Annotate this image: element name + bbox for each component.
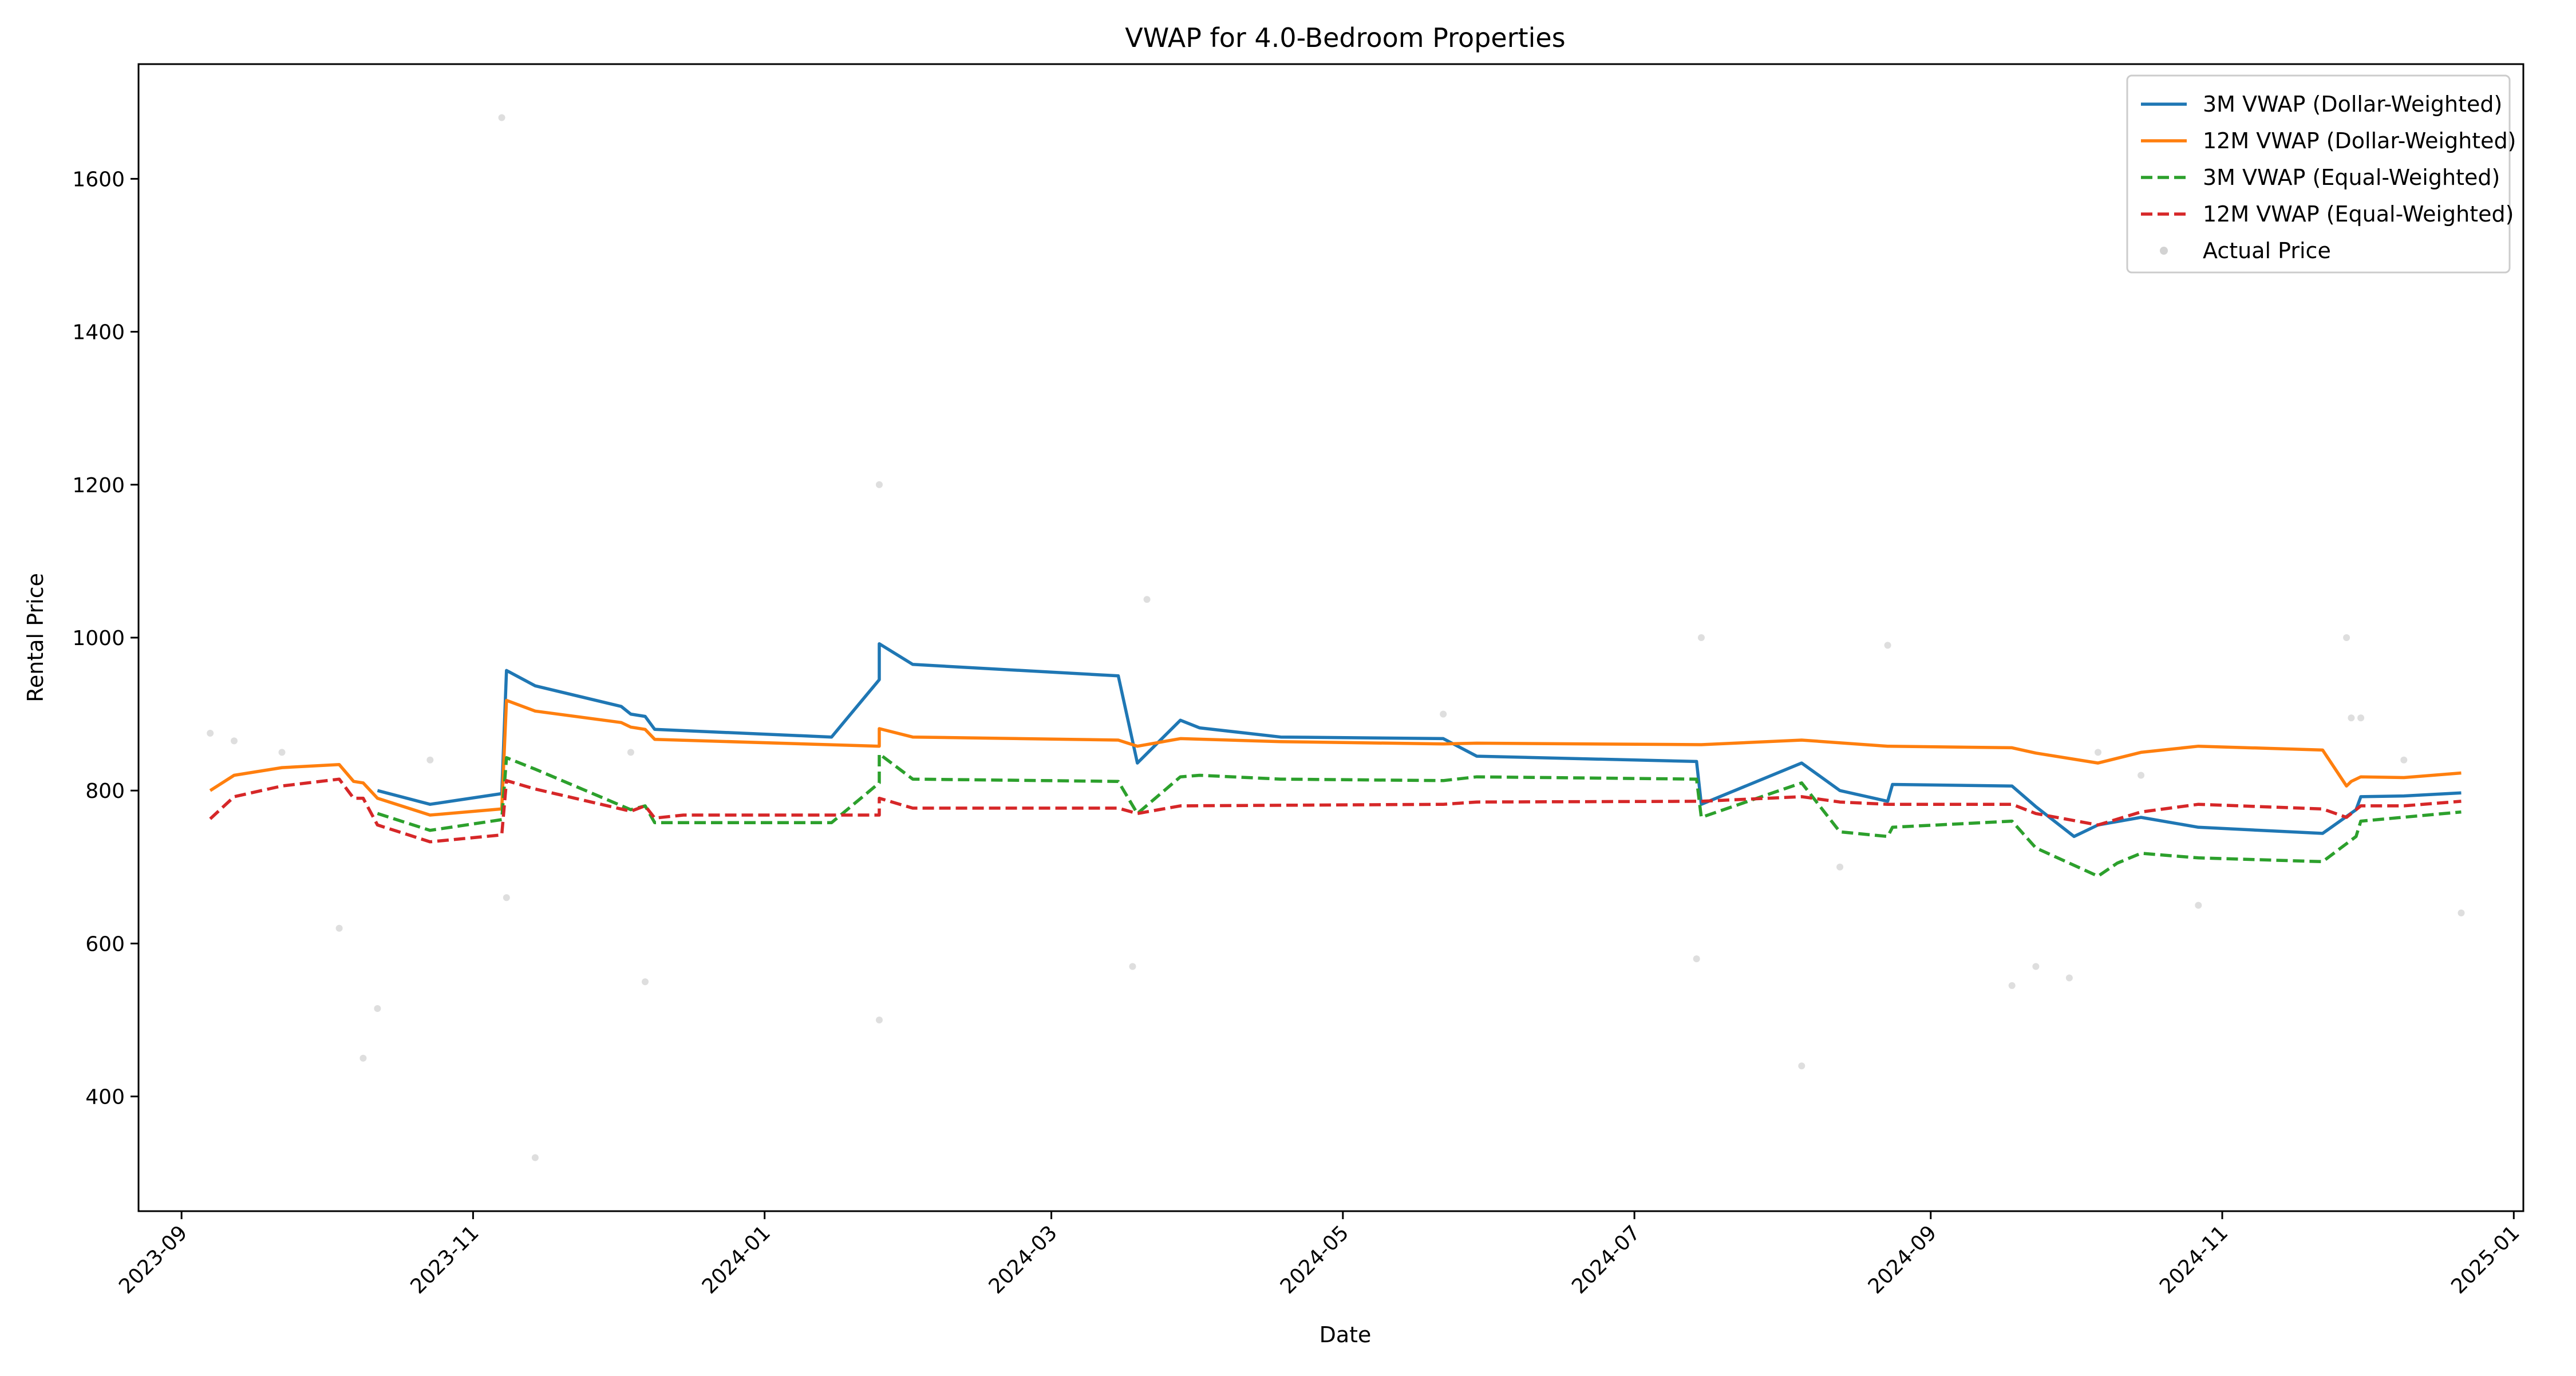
y-axis-ticks: 400 600 800 1000 1200 1400 1600 <box>72 168 139 1109</box>
actual-price-point <box>2343 634 2350 641</box>
series-line-4 <box>209 777 2462 844</box>
series-line-2 <box>209 698 2462 817</box>
actual-price-point <box>642 978 649 986</box>
y-tick-label: 1600 <box>72 168 125 191</box>
actual-price-point <box>2032 963 2040 970</box>
actual-price-point <box>359 1054 367 1062</box>
legend-label: Actual Price <box>2203 238 2331 263</box>
y-axis-title: Rental Price <box>23 573 48 702</box>
actual-price-point <box>1836 863 1844 871</box>
actual-price-point <box>2195 901 2202 909</box>
actual-price-point <box>876 1017 883 1023</box>
actual-price-point <box>503 894 510 901</box>
actual-price-point <box>498 114 505 121</box>
actual-price-point <box>2357 714 2365 722</box>
legend-label: 3M VWAP (Equal-Weighted) <box>2203 165 2500 190</box>
actual-price-point <box>278 749 286 756</box>
legend-label: 12M VWAP (Dollar-Weighted) <box>2203 128 2516 153</box>
actual-price-point <box>2458 910 2465 916</box>
chart-title: VWAP for 4.0-Bedroom Properties <box>1125 22 1565 53</box>
legend-label: 3M VWAP (Dollar-Weighted) <box>2203 92 2502 117</box>
series-line-1 <box>377 642 2462 839</box>
y-tick-label: 400 <box>85 1086 125 1109</box>
actual-price-point <box>231 737 238 745</box>
actual-price-point <box>1143 596 1151 603</box>
actual-price-point <box>2065 974 2073 982</box>
actual-price-point <box>374 1005 381 1012</box>
y-tick-label: 800 <box>85 780 125 803</box>
actual-price-points <box>207 114 2465 1161</box>
actual-price-point <box>426 756 434 764</box>
actual-price-point <box>1693 955 1700 963</box>
actual-price-point <box>335 924 343 932</box>
actual-price-point <box>1129 963 1136 970</box>
legend-box <box>2126 74 2511 274</box>
y-tick-label: 1000 <box>72 627 125 650</box>
actual-price-point <box>1698 634 1705 641</box>
actual-price-point <box>1884 642 1891 649</box>
actual-price-point <box>2095 749 2101 756</box>
actual-price-point <box>2348 714 2355 722</box>
actual-price-point <box>876 481 883 488</box>
actual-price-point <box>1440 710 1447 718</box>
legend-label: 12M VWAP (Equal-Weighted) <box>2203 201 2514 227</box>
actual-price-point <box>627 749 634 756</box>
actual-price-point <box>2400 756 2408 764</box>
actual-price-point <box>2008 982 2016 989</box>
y-tick-label: 1400 <box>72 321 125 345</box>
actual-price-point <box>2138 772 2145 779</box>
series-lines <box>209 642 2462 878</box>
x-axis-title: Date <box>1319 1322 1372 1347</box>
legend: 3M VWAP (Dollar-Weighted) 12M VWAP (Dolla… <box>2126 74 2516 274</box>
actual-price-point <box>1798 1062 1805 1070</box>
actual-price-point <box>207 730 214 737</box>
legend-swatch <box>2160 247 2168 255</box>
y-tick-label: 600 <box>85 932 125 956</box>
actual-price-point <box>531 1154 539 1161</box>
y-tick-label: 1200 <box>72 474 125 497</box>
